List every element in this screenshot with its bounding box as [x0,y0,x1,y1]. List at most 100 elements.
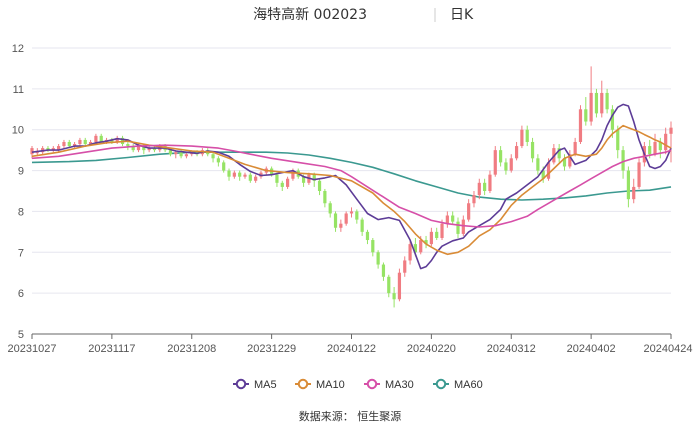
candle-body [536,158,540,171]
candle [83,137,87,147]
candle [525,125,529,147]
candle-body [328,203,332,214]
candle-body [626,170,630,200]
candle [73,141,77,149]
legend-item-ma60[interactable]: MA60 [433,378,483,391]
x-tick-label: 20231117 [88,343,135,355]
candle-body [403,260,407,273]
legend-swatch-marker [297,378,309,390]
candle-body [664,133,668,151]
candle [62,139,66,149]
candle [371,237,375,257]
candle-body [51,148,55,151]
candle [520,125,524,149]
candle-body [568,154,572,167]
candle-body [573,141,577,155]
series-line-ma10 [31,124,672,256]
candle [584,97,588,126]
candle-body [616,129,620,151]
candle [355,209,359,224]
candle [499,146,503,167]
candle [387,274,391,298]
candle-body [658,141,662,151]
candle-body [600,92,604,114]
candle-body [408,244,412,261]
candle-body [227,170,231,177]
candle-body [610,109,615,130]
legend-swatch-marker [366,378,378,390]
y-tick-label: 7 [18,247,24,259]
candle [530,137,535,163]
candle [504,158,508,175]
legend-label: MA5 [254,379,277,391]
y-tick-label: 12 [12,43,24,55]
candle-body [323,191,327,204]
candle-body [73,144,77,147]
legend-item-ma30[interactable]: MA30 [364,378,414,391]
candle [424,235,428,249]
candle-body [78,139,82,145]
candle-body [238,172,242,177]
legend-swatch-marker [435,378,447,390]
candle-body [504,162,508,171]
candle [222,160,226,173]
candle [477,178,481,200]
candle [147,146,151,153]
x-tick-label: 20231208 [167,343,216,355]
legend-label: MA30 [385,379,414,391]
candle-body [525,129,529,142]
x-tick-label: 20240122 [327,343,376,355]
candle-body [440,223,444,238]
candle-body [317,180,322,191]
candle-body [584,109,588,122]
candle [317,178,322,196]
candle-body [110,139,114,142]
candle-body [57,146,61,151]
candle-body [445,215,449,224]
candle-body [594,92,599,114]
candle [333,211,338,232]
legend-label: MA10 [316,379,345,391]
candle-body [589,92,593,122]
candle-body [222,162,226,171]
candle [131,144,135,153]
candle-body [67,141,71,147]
candle [323,188,327,208]
candle-body [461,219,465,234]
candle [669,121,673,163]
candle [445,211,449,228]
candle [472,191,476,208]
candle-body [541,170,545,179]
candle-body [365,231,370,241]
legend-item-ma5[interactable]: MA5 [233,378,277,391]
candle [467,199,471,222]
candle-body [333,213,338,228]
candle-body [392,293,396,300]
candle-body [509,158,513,171]
candle [594,88,599,118]
candle [600,80,604,118]
candle-body [648,146,652,155]
candle [381,262,386,281]
data-source: 数据来源： 恒生聚源 [299,409,402,423]
candle-body [435,231,439,238]
candle-body [632,186,636,200]
candle-body [514,146,519,159]
candle-body [339,223,343,228]
candle-body [483,182,487,191]
candle-body [669,127,673,134]
candle-body [557,148,561,159]
candle [509,154,513,173]
candle [536,154,540,175]
chart-title-period: 日K [450,7,474,23]
candle-body [562,158,567,167]
candle [653,133,657,157]
candle-body [243,174,247,177]
candle [429,227,433,247]
candle-body [381,264,386,277]
candle [152,146,157,153]
legend-item-ma10[interactable]: MA10 [295,378,345,391]
candle [216,156,220,167]
